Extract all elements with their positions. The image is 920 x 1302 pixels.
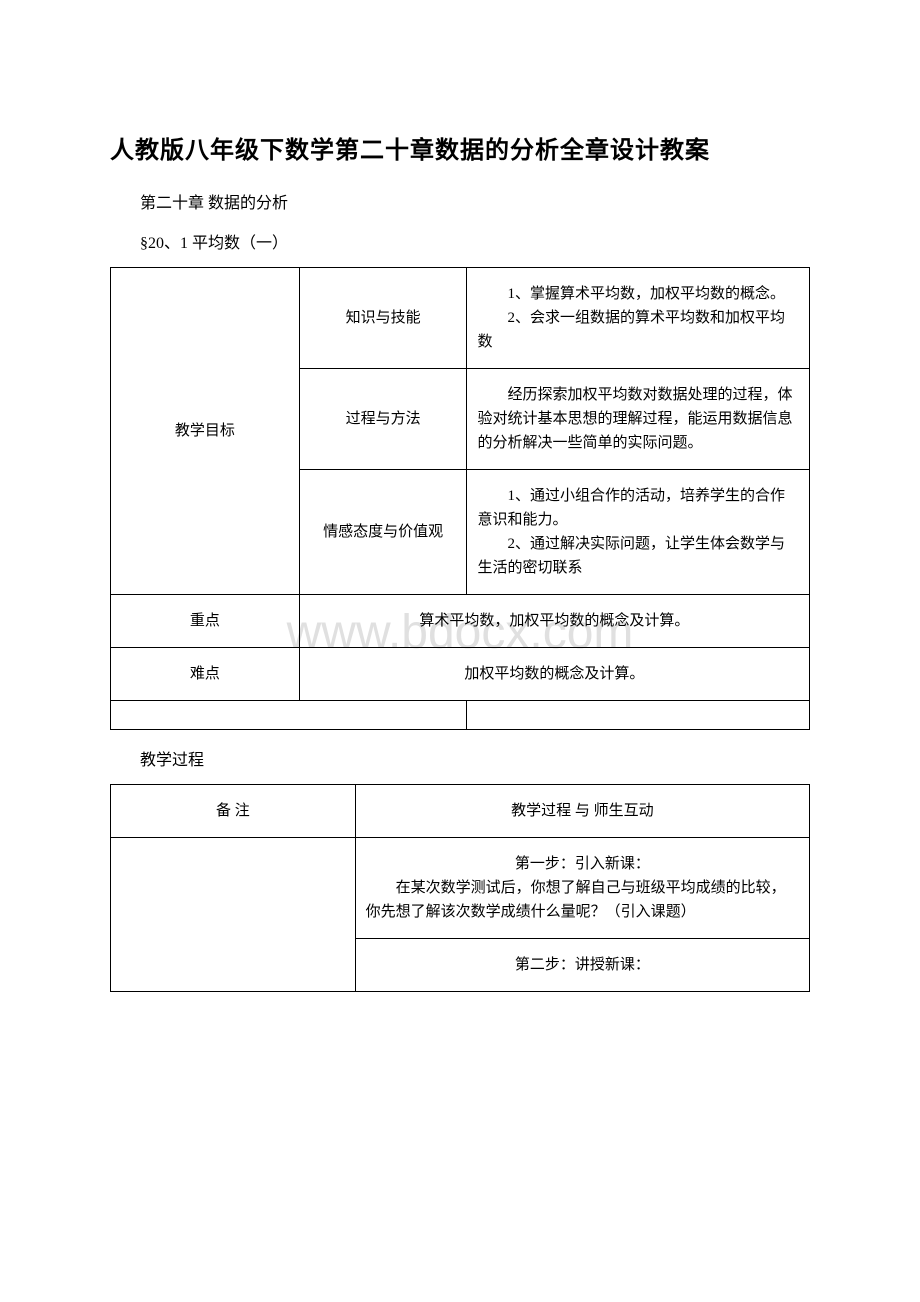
- content-line: 1、掌握算术平均数，加权平均数的概念。: [477, 282, 799, 306]
- table-header-cell: 教学过程 与 师生互动: [355, 785, 809, 838]
- content-line: 1、通过小组合作的活动，培养学生的合作意识和能力。: [477, 484, 799, 532]
- content-line: 经历探索加权平均数对数据处理的过程，体验对统计基本思想的理解过程，能运用数据信息…: [477, 383, 799, 455]
- table-cell-empty: [111, 838, 356, 992]
- table-cell-content: 第一步：引入新课： 在某次数学测试后，你想了解自己与班级平均成绩的比较，你先想了…: [355, 838, 809, 939]
- table-row-label: 难点: [111, 648, 300, 701]
- chapter-subtitle: 第二十章 数据的分析: [140, 189, 810, 213]
- content-line: 在某次数学测试后，你想了解自己与班级平均成绩的比较，你先想了解该次数学成绩什么量…: [366, 876, 799, 924]
- table-header-cell: 备 注: [111, 785, 356, 838]
- table-cell-empty: [111, 701, 467, 730]
- table-cell-mid: 知识与技能: [299, 268, 467, 369]
- process-table: 备 注 教学过程 与 师生互动 第一步：引入新课： 在某次数学测试后，你想了解自…: [110, 784, 810, 992]
- table-cell-content: 经历探索加权平均数对数据处理的过程，体验对统计基本思想的理解过程，能运用数据信息…: [467, 369, 810, 470]
- table-cell-mid: 过程与方法: [299, 369, 467, 470]
- table-cell-merged: 加权平均数的概念及计算。: [299, 648, 809, 701]
- table-cell-merged: 算术平均数，加权平均数的概念及计算。: [299, 595, 809, 648]
- objectives-table: 教学目标 知识与技能 1、掌握算术平均数，加权平均数的概念。 2、会求一组数据的…: [110, 267, 810, 730]
- content-line: 2、会求一组数据的算术平均数和加权平均数: [477, 306, 799, 354]
- table-cell-content: 第二步：讲授新课：: [355, 939, 809, 992]
- table-cell-empty: [467, 701, 810, 730]
- section-subtitle: §20、1 平均数（一）: [140, 229, 810, 253]
- process-header: 教学过程: [140, 746, 810, 770]
- content-line: 第二步：讲授新课：: [366, 953, 799, 977]
- table-cell-content: 1、通过小组合作的活动，培养学生的合作意识和能力。 2、通过解决实际问题，让学生…: [467, 470, 810, 595]
- table-cell-content: 1、掌握算术平均数，加权平均数的概念。 2、会求一组数据的算术平均数和加权平均数: [467, 268, 810, 369]
- table-row-label: 教学目标: [111, 268, 300, 595]
- content-line: 第一步：引入新课：: [366, 852, 799, 876]
- table-cell-mid: 情感态度与价值观: [299, 470, 467, 595]
- table-row-label: 重点: [111, 595, 300, 648]
- document-title: 人教版八年级下数学第二十章数据的分析全章设计教案: [110, 130, 810, 165]
- content-line: 2、通过解决实际问题，让学生体会数学与生活的密切联系: [477, 532, 799, 580]
